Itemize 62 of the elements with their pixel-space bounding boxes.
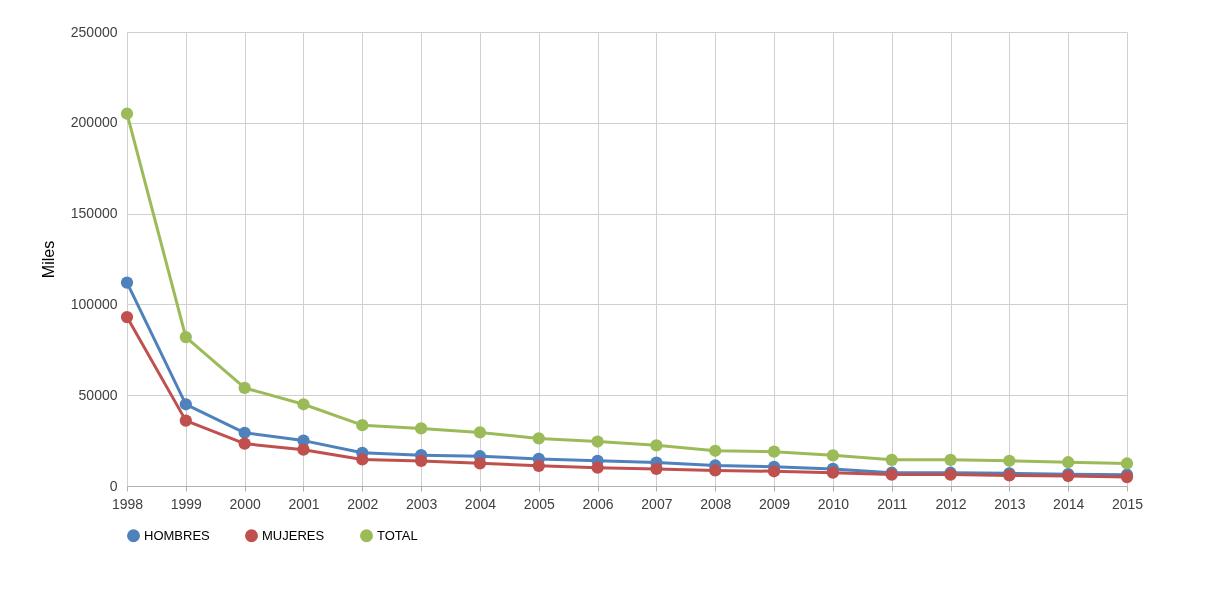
point — [179, 414, 192, 427]
point — [179, 398, 192, 411]
x-tick-label: 2005 — [523, 495, 556, 512]
y-tick-label: 100000 — [70, 295, 118, 312]
y-axis-title: Miles — [39, 240, 57, 279]
point — [532, 459, 545, 472]
x-tick-label: 2014 — [1053, 495, 1085, 512]
x-tick-label: 2009 — [758, 495, 791, 512]
point — [356, 419, 369, 432]
x-tick-label: 1998 — [111, 495, 144, 512]
point — [826, 449, 840, 462]
x-tick-label: 2012 — [935, 495, 967, 512]
x-tick-label: 2015 — [1111, 495, 1144, 512]
x-tick-label: 2008 — [700, 495, 732, 512]
point — [532, 432, 545, 445]
x-tick-label: 2010 — [817, 495, 850, 512]
point — [120, 107, 134, 120]
point — [885, 453, 898, 466]
point — [1003, 454, 1016, 467]
point — [591, 461, 604, 474]
point — [356, 453, 369, 466]
point — [591, 435, 604, 448]
point — [238, 437, 251, 450]
x-tick-label: 2007 — [641, 495, 673, 512]
x-tick-label: 2004 — [464, 495, 497, 512]
point — [944, 453, 957, 466]
point — [826, 466, 840, 479]
point — [1120, 457, 1134, 470]
y-tick-label: 150000 — [70, 205, 118, 222]
point — [767, 465, 781, 478]
point — [1062, 456, 1075, 469]
point — [709, 464, 722, 477]
point — [767, 445, 781, 458]
legend-label: HOMBRES — [144, 527, 211, 543]
point — [238, 381, 251, 395]
y-tick-label: 200000 — [70, 114, 118, 131]
x-tick-label: 2011 — [877, 495, 908, 512]
point — [120, 276, 134, 289]
point — [473, 426, 487, 439]
y-tick-label: 50000 — [78, 386, 118, 403]
point — [650, 439, 663, 452]
point — [414, 454, 428, 468]
x-tick-label: 2006 — [582, 495, 614, 512]
point — [473, 457, 487, 470]
point — [179, 330, 192, 344]
point — [414, 422, 428, 435]
x-tick-label: 2000 — [229, 495, 261, 512]
legend-label: TOTAL — [377, 527, 418, 543]
x-tick-label: 2003 — [406, 495, 438, 512]
point — [709, 444, 722, 457]
point — [120, 311, 134, 324]
x-tick-label: 2013 — [994, 495, 1026, 512]
x-tick-label: 1999 — [170, 495, 203, 512]
y-tick-label: 0 — [109, 477, 118, 494]
point — [238, 426, 251, 439]
legend-label: MUJERES — [262, 527, 325, 543]
point — [297, 398, 310, 411]
point — [650, 462, 663, 476]
x-tick-label: 2002 — [347, 495, 379, 512]
y-tick-label: 250000 — [70, 23, 118, 40]
x-tick-label: 2001 — [288, 495, 320, 512]
point — [297, 443, 310, 456]
